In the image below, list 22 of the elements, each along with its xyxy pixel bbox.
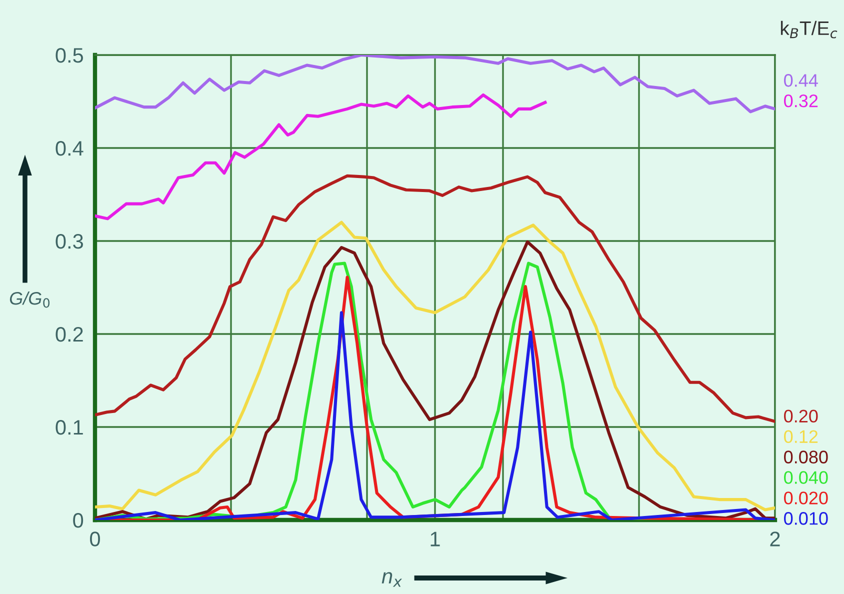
y-axis-title: G/G$_{0}$ (10, 291, 50, 308)
y-tick-label: 0 (73, 513, 84, 528)
text: 0.12 (784, 430, 818, 444)
series-label: 0.20 (784, 410, 818, 423)
text: 0.040 (784, 471, 828, 484)
series-label: 0.010 (784, 512, 828, 525)
legend-title: k$_{B}$T/E$_{c}$ (780, 20, 838, 38)
y-tick-label: 0.2 (56, 327, 83, 342)
text: 0.080 (784, 450, 828, 464)
y-tick-label: 0.5 (56, 48, 84, 63)
x-tick-label: 0 (90, 532, 100, 546)
text: 0.32 (784, 94, 818, 108)
series-label: 0.44 (784, 74, 818, 87)
x-tick-label: 2 (770, 532, 780, 546)
y-tick-label: 0.1 (56, 420, 83, 435)
x-axis-title: n$_{x}$ (382, 572, 402, 587)
line-series (95, 174, 775, 423)
x-tick-label: 1 (430, 532, 440, 546)
y-tick-label: 0.3 (56, 234, 83, 249)
line-series (95, 93, 547, 220)
series-label: 0.020 (784, 492, 828, 504)
y-tick-label: 0.4 (56, 141, 84, 156)
